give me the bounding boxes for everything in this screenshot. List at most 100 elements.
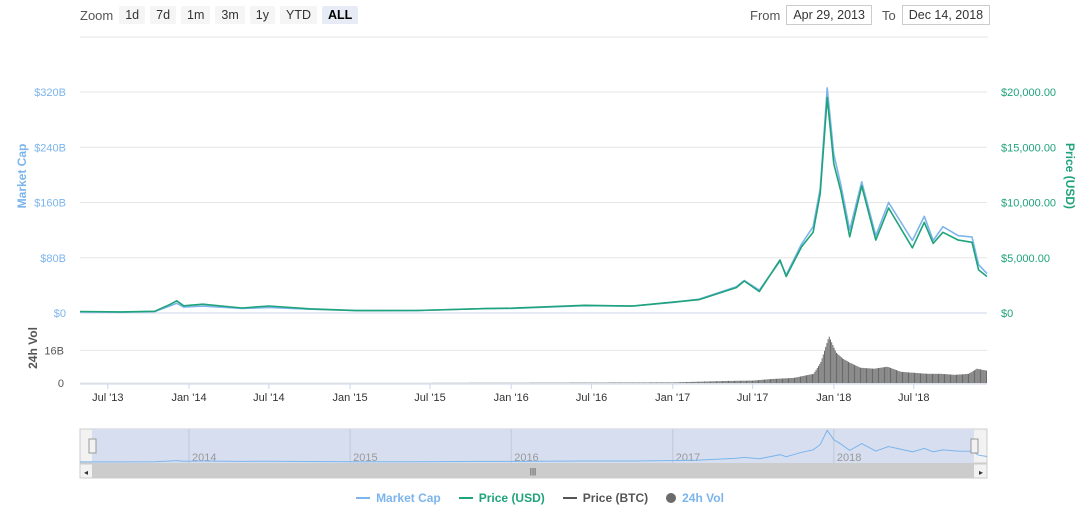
volume-bar [904,372,906,383]
from-date-input[interactable]: Apr 29, 2013 [786,5,872,25]
volume-bar [807,375,809,383]
volume-bar [621,382,623,383]
volume-bar [802,376,804,383]
volume-bar [796,377,798,383]
grid [80,91,987,385]
legend-item-price-btc[interactable]: Price (BTC) [562,491,649,505]
volume-bar [716,381,717,383]
volume-bar [960,374,962,383]
zoom-1m-button[interactable]: 1m [181,6,211,24]
scroll-right-arrow-icon: ▸ [979,468,983,477]
volume-bar [640,382,642,383]
volume-bar [822,354,824,383]
zoom-3m-button[interactable]: 3m [215,6,245,24]
volume-bar [932,373,933,383]
volume-bar [861,367,863,383]
right-tick-label: $0 [1001,308,1013,320]
volume-bar [669,382,671,383]
volume-bar [785,378,787,383]
volume-bar [809,374,811,383]
volume-bar [942,374,944,383]
volume-bar [926,373,927,383]
volume-bar [638,382,639,383]
volume-bar [646,382,648,383]
zoom-1y-button[interactable]: 1y [249,6,275,24]
volume-bar [839,356,841,383]
volume-bar [890,367,891,383]
volume-bar [970,372,972,383]
volume-bar [938,373,939,383]
volume-bar [927,373,929,383]
right-axis-ticks: $0 $5,000.00 $10,000.00 $15,000.00 $20,000.0… [1001,87,1056,320]
volume-axis-title: 24h Vol [26,327,40,369]
volume-bar [678,382,680,383]
volume-bar [760,379,762,383]
volume-bar [939,373,941,383]
market-cap-swatch [356,497,371,499]
volume-bar [762,379,764,383]
volume-bar [634,382,636,383]
volume-bar [845,360,847,383]
volume-bar [616,382,618,383]
volume-bar [654,382,656,383]
volume-bar [819,364,821,383]
to-date-input[interactable]: Dec 14, 2018 [901,5,991,25]
x-tick-label: Jul '18 [898,392,929,404]
volume-bar [886,366,888,383]
volume-bar [958,374,960,383]
volume-bar [887,367,889,383]
volume-bar [714,381,716,383]
volume-bar [899,371,901,383]
volume-bar [665,382,667,383]
volume-bar [980,369,981,383]
legend-label-price-btc: Price (BTC) [582,491,649,505]
volume-bar [880,367,882,383]
volume-bar [615,382,617,383]
volume-bar [922,373,924,383]
series-lines [79,87,988,313]
volume-bar [826,343,828,383]
volume-bar [744,380,746,383]
volume-bar [771,379,773,383]
volume-bar [815,369,817,383]
left-tick-label: $320B [34,87,66,99]
volume-bar [860,367,861,383]
volume-bar [614,382,615,383]
volume-bar [765,379,767,383]
volume-bar [633,382,635,383]
volume-bar [900,371,902,383]
price-usd-swatch [458,497,473,499]
volume-bar [986,370,987,383]
volume-bar [644,382,645,383]
zoom-1d-button[interactable]: 1d [119,6,146,24]
zoom-all-button[interactable]: ALL [322,6,359,24]
volume-bar [946,374,948,383]
legend-item-price-usd[interactable]: Price (USD) [458,491,545,505]
volume-bar [906,372,908,383]
volume-bar [624,382,626,383]
navigator-handle-left [88,438,97,454]
volume-bar [663,382,665,383]
volume-bar [732,380,734,383]
volume-bar [891,368,893,383]
volume-bar [788,378,789,383]
volume-bar [921,373,923,383]
volume-bar [858,367,860,383]
volume-bar [806,375,807,383]
volume-bar [876,368,878,383]
volume-bar [734,380,735,383]
volume-bar [818,366,819,383]
volume-bar [630,382,632,383]
volume-bar [652,382,654,383]
zoom-7d-button[interactable]: 7d [150,6,177,24]
legend-item-24h-vol[interactable]: 24h Vol [666,491,724,505]
volume-bar [945,374,947,383]
volume-bar [852,364,854,383]
volume-bar [825,346,827,383]
volume-bar [713,381,715,383]
to-label: To [882,7,896,23]
legend-item-market-cap[interactable]: Market Cap [356,491,441,505]
volume-bar [770,379,771,383]
navigator[interactable]: 2014 2015 2016 2017 2018 ||| ◂ ▸ [79,428,988,479]
zoom-ytd-button[interactable]: YTD [280,6,317,24]
